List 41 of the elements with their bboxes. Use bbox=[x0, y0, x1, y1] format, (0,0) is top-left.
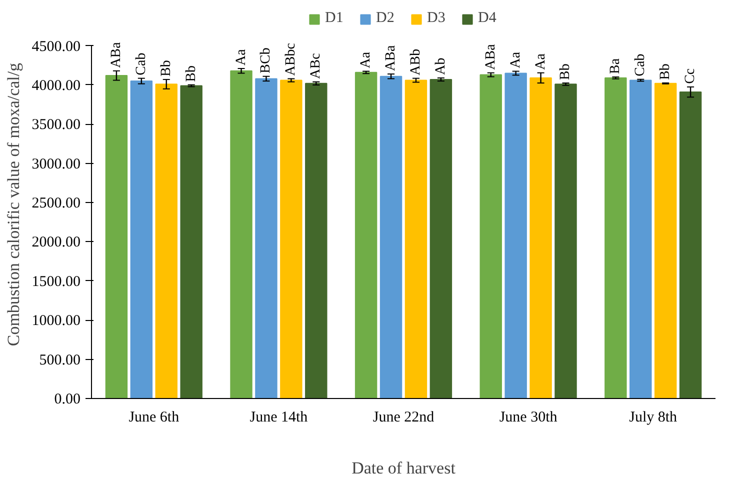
data-label: Aa bbox=[533, 52, 548, 70]
data-label: Bb bbox=[158, 60, 174, 76]
x-tick-label: June 14th bbox=[250, 410, 308, 426]
data-label: Ba bbox=[608, 58, 624, 74]
data-label: ABa bbox=[108, 41, 124, 68]
x-tick-label: June 6th bbox=[128, 410, 180, 426]
y-tick-label: 2000.00 bbox=[32, 234, 80, 251]
legend-label: D3 bbox=[427, 10, 446, 27]
data-label: Aa bbox=[234, 48, 249, 66]
data-label: Aa bbox=[358, 51, 374, 68]
y-tick-label: 1000.00 bbox=[32, 313, 80, 330]
data-label: Cab bbox=[633, 54, 648, 76]
x-tick-label: July 8th bbox=[629, 410, 678, 426]
legend-label: D4 bbox=[478, 10, 498, 27]
y-tick-label: 2500.00 bbox=[32, 196, 80, 212]
y-tick-label: 0.00 bbox=[54, 392, 80, 408]
y-tick-label: 4500.00 bbox=[32, 38, 80, 55]
data-label: ABc bbox=[308, 53, 324, 79]
y-tick-label: 3000.00 bbox=[32, 156, 80, 172]
legend-label: D2 bbox=[376, 10, 396, 27]
data-label: Cc bbox=[683, 68, 698, 84]
x-tick-label: June 22nd bbox=[372, 410, 435, 426]
y-axis-title: Combustion calorific value of moxa/cal/g bbox=[4, 62, 23, 346]
data-label: ABbc bbox=[284, 43, 299, 76]
y-tick-label: 500.00 bbox=[39, 352, 80, 368]
data-label: BCb bbox=[258, 48, 274, 74]
legend-label: D1 bbox=[325, 10, 344, 27]
data-label: Bb bbox=[558, 64, 574, 80]
x-tick-label: June 30th bbox=[499, 410, 558, 426]
data-label: Cab bbox=[134, 52, 149, 76]
data-label: Aa bbox=[508, 51, 524, 68]
data-label: Bb bbox=[658, 64, 674, 80]
data-label: Bb bbox=[184, 65, 199, 82]
data-label: Ab bbox=[433, 58, 448, 75]
data-label: ABa bbox=[384, 44, 399, 71]
x-axis-title: Date of harvest bbox=[352, 458, 456, 478]
y-tick-label: 3500.00 bbox=[32, 117, 80, 134]
data-label: ABb bbox=[408, 48, 424, 76]
data-label: ABa bbox=[483, 43, 498, 70]
y-tick-label: 1500.00 bbox=[32, 274, 80, 290]
y-tick-label: 4000.00 bbox=[32, 78, 80, 94]
